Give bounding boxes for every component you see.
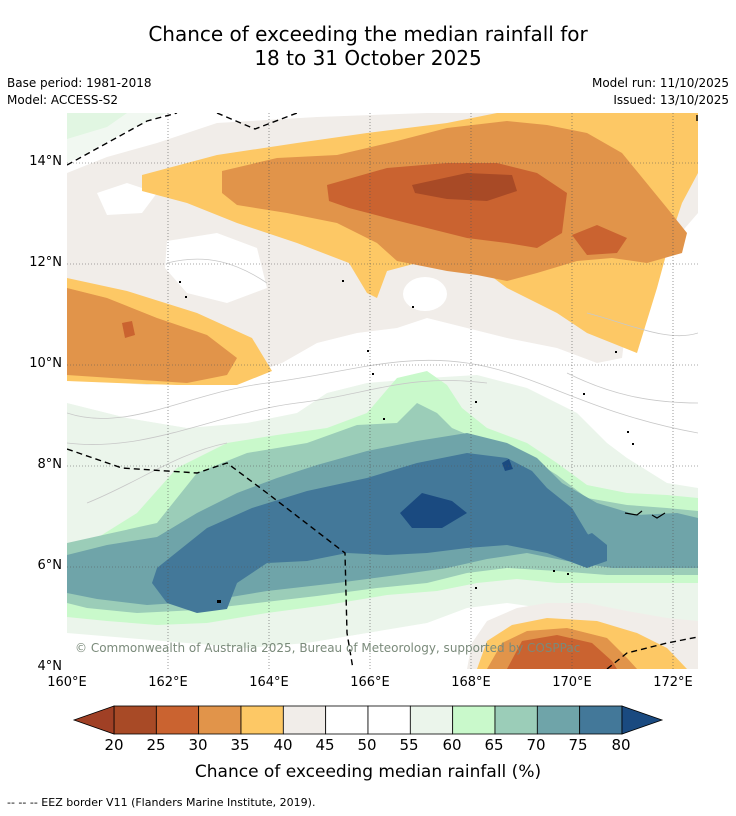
colorbar-cell bbox=[325, 705, 369, 735]
model-name: Model: ACCESS-S2 bbox=[7, 93, 119, 107]
colorbar-cells bbox=[113, 705, 623, 735]
issued-date: Issued: 13/10/2025 bbox=[613, 93, 729, 107]
lon-label-170e: 170°E bbox=[552, 675, 592, 690]
colorbar-cell bbox=[409, 705, 454, 735]
colorbar bbox=[72, 705, 664, 735]
colorbar-cell bbox=[198, 705, 242, 735]
colorbar-tick-40: 40 bbox=[273, 736, 293, 754]
colorbar-low-arrow bbox=[72, 705, 115, 735]
contour-25-30-southeast bbox=[507, 635, 617, 669]
colorbar-cell bbox=[452, 705, 496, 735]
colorbar-tick-50: 50 bbox=[357, 736, 377, 754]
contour-above-80 bbox=[400, 493, 467, 528]
lat-label-8n: 8°N bbox=[37, 457, 63, 472]
colorbar-tick-75: 75 bbox=[568, 736, 588, 754]
colorbar-cell bbox=[494, 705, 538, 735]
colorbar-tick-65: 65 bbox=[484, 736, 504, 754]
meta-right: Model run: 11/10/2025 Issued: 13/10/2025 bbox=[592, 75, 729, 109]
lon-label-166e: 166°E bbox=[350, 675, 390, 690]
contour-55-60-topleft bbox=[67, 113, 167, 163]
islands bbox=[179, 280, 634, 603]
colorbar-tick-20: 20 bbox=[104, 736, 124, 754]
lon-label-160e: 160°E bbox=[47, 675, 87, 690]
contour-75-80-east bbox=[572, 533, 607, 568]
contour-white-island bbox=[403, 277, 447, 311]
meta-left: Base period: 1981-2018 Model: ACCESS-S2 bbox=[7, 75, 152, 109]
colorbar-tick-35: 35 bbox=[230, 736, 250, 754]
lat-label-6n: 6°N bbox=[37, 558, 63, 573]
title-line-2: 18 to 31 October 2025 bbox=[254, 46, 482, 70]
eez-borders bbox=[67, 113, 698, 669]
contour-map bbox=[67, 113, 698, 669]
lon-label-164e: 164°E bbox=[249, 675, 289, 690]
lat-label-14n: 14°N bbox=[29, 154, 62, 169]
colorbar-tick-45: 45 bbox=[315, 736, 335, 754]
colorbar-label: Chance of exceeding median rainfall (%) bbox=[194, 762, 542, 782]
colorbar-high-arrow bbox=[621, 705, 664, 735]
lon-label-172e: 172°E bbox=[653, 675, 693, 690]
marshall-islands-shape bbox=[624, 510, 666, 519]
contour-25-30-east bbox=[572, 225, 627, 255]
colorbar-cell bbox=[367, 705, 411, 735]
contour-lines bbox=[67, 258, 698, 504]
lat-label-4n: 4°N bbox=[37, 659, 63, 674]
contour-20-25-north bbox=[412, 173, 517, 201]
contour-75-80-south bbox=[152, 453, 602, 613]
colorbar-cell bbox=[113, 705, 157, 735]
contour-30-35-west bbox=[67, 288, 237, 383]
base-period: Base period: 1981-2018 bbox=[7, 76, 152, 90]
colorbar-cell bbox=[155, 705, 200, 735]
lat-label-12n: 12°N bbox=[29, 255, 62, 270]
lat-label-10n: 10°N bbox=[29, 356, 62, 371]
colorbar-tick-25: 25 bbox=[146, 736, 166, 754]
map-area bbox=[67, 113, 698, 669]
colorbar-cell bbox=[536, 705, 581, 735]
model-run: Model run: 11/10/2025 bbox=[591, 76, 729, 90]
colorbar-cell bbox=[240, 705, 284, 735]
title-line-1: Chance of exceeding the median rainfall … bbox=[148, 22, 588, 46]
contour-25-30-west bbox=[122, 321, 135, 338]
lon-label-168e: 168°E bbox=[451, 675, 491, 690]
grid-lines bbox=[67, 113, 698, 669]
lon-label-162e: 162°E bbox=[148, 675, 188, 690]
copyright-notice: © Commonwealth of Australia 2025, Bureau… bbox=[75, 641, 581, 655]
colorbar-tick-55: 55 bbox=[399, 736, 419, 754]
eez-footnote: -- -- -- EEZ border V11 (Flanders Marine… bbox=[7, 796, 316, 809]
colorbar-cell bbox=[579, 705, 623, 735]
contour-above-80-small bbox=[502, 459, 513, 471]
colorbar-tick-70: 70 bbox=[526, 736, 546, 754]
chart-title: Chance of exceeding the median rainfall … bbox=[0, 22, 736, 70]
colorbar-tick-80: 80 bbox=[611, 736, 631, 754]
colorbar-cell bbox=[282, 705, 327, 735]
colorbar-tick-60: 60 bbox=[442, 736, 462, 754]
colorbar-tick-30: 30 bbox=[188, 736, 208, 754]
contour-45-50-hole-2 bbox=[165, 233, 267, 303]
